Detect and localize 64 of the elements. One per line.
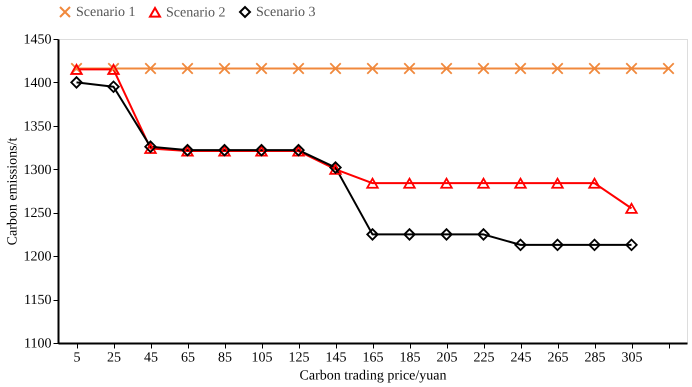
point bbox=[514, 238, 527, 251]
point bbox=[440, 62, 453, 75]
y-tick-label: 1350 bbox=[24, 119, 52, 134]
point bbox=[144, 62, 157, 75]
point bbox=[70, 76, 83, 89]
point bbox=[366, 228, 379, 241]
x-tick-label: 305 bbox=[622, 350, 642, 366]
point bbox=[403, 62, 416, 75]
x-tick-label: 205 bbox=[436, 350, 458, 366]
y-tick-label: 1300 bbox=[24, 162, 52, 178]
point bbox=[588, 62, 601, 75]
point bbox=[588, 238, 601, 251]
point bbox=[403, 228, 416, 241]
point bbox=[477, 62, 490, 75]
point bbox=[366, 178, 379, 189]
point bbox=[662, 62, 675, 75]
point bbox=[551, 238, 564, 251]
point bbox=[329, 62, 342, 75]
point bbox=[292, 62, 305, 75]
point bbox=[551, 178, 564, 189]
y-tick-label: 1450 bbox=[24, 32, 52, 48]
x-tick-label: 85 bbox=[218, 350, 232, 366]
legend-label: Scenario 3 bbox=[256, 5, 316, 20]
y-axis-title: Carbon emissions/t bbox=[6, 138, 20, 246]
point bbox=[440, 178, 453, 189]
point bbox=[477, 228, 490, 241]
legend-label: Scenario 1 bbox=[76, 5, 136, 20]
point bbox=[403, 178, 416, 189]
point bbox=[181, 62, 194, 75]
x-tick-label: 105 bbox=[252, 350, 272, 366]
y-tick-label: 1150 bbox=[24, 293, 52, 308]
point bbox=[625, 238, 638, 251]
point bbox=[514, 178, 527, 189]
x-tick-label: 65 bbox=[181, 350, 195, 366]
point bbox=[366, 62, 379, 75]
y-tick-label: 1400 bbox=[24, 76, 52, 91]
point bbox=[218, 62, 231, 75]
y-tick-label: 1200 bbox=[24, 250, 52, 265]
point bbox=[625, 62, 638, 75]
point bbox=[329, 164, 342, 175]
x-tick-label: 185 bbox=[400, 350, 420, 366]
point bbox=[255, 62, 268, 75]
point bbox=[107, 80, 120, 93]
y-tick-label: 1100 bbox=[24, 336, 52, 352]
x-tick-label: 125 bbox=[288, 350, 310, 366]
point bbox=[588, 178, 601, 189]
point bbox=[551, 62, 564, 75]
x-tick-label: 145 bbox=[326, 350, 346, 366]
x-tick-label: 45 bbox=[144, 350, 158, 366]
y-tick-label: 1250 bbox=[24, 206, 52, 222]
point bbox=[625, 202, 638, 214]
x-tick-label: 5 bbox=[74, 350, 80, 366]
x-tick-label: 245 bbox=[510, 350, 532, 366]
legend-label: Scenario 2 bbox=[166, 5, 226, 20]
x-tick-label: 165 bbox=[362, 350, 384, 366]
point bbox=[144, 143, 157, 154]
x-tick-label: 225 bbox=[474, 350, 494, 366]
x-axis-title: Carbon trading price/yuan bbox=[300, 368, 446, 384]
x-tick-label: 285 bbox=[584, 350, 606, 366]
point bbox=[440, 228, 453, 241]
point bbox=[514, 62, 527, 75]
point bbox=[477, 178, 490, 189]
x-tick-label: 265 bbox=[548, 350, 568, 366]
x-tick-label: 25 bbox=[107, 350, 121, 366]
